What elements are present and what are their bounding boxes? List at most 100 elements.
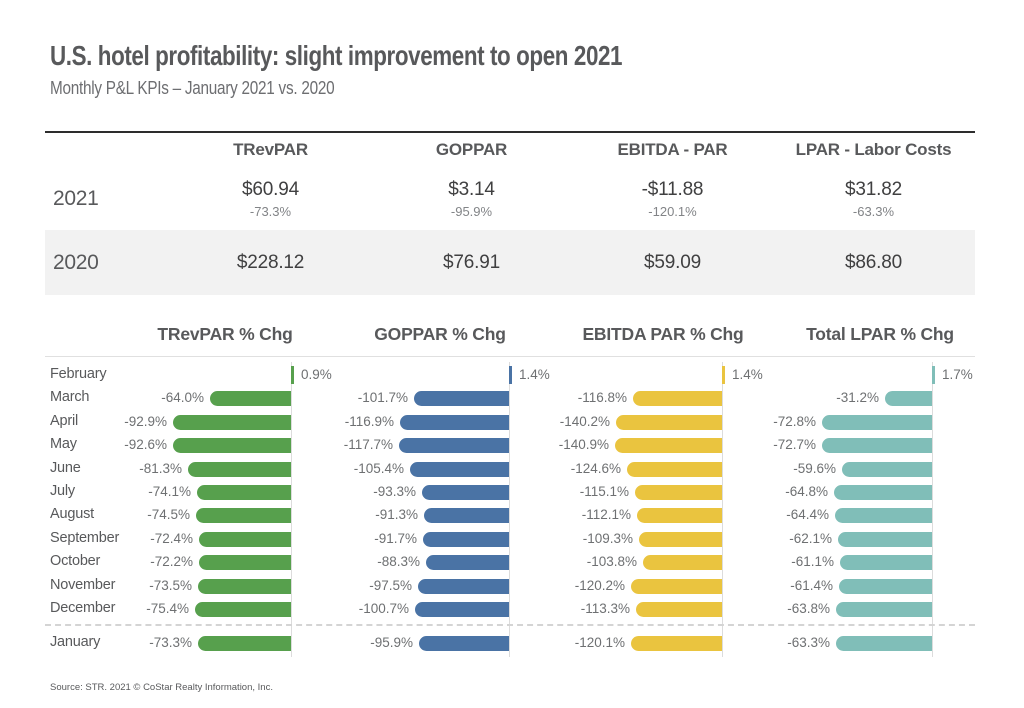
bar [414, 391, 509, 406]
year-separator-dotted-line [45, 624, 975, 626]
bar-value-label: -72.7% [773, 437, 816, 452]
kpi-value: $86.80 [845, 251, 902, 273]
kpi-header-empty [45, 133, 170, 167]
bar [637, 508, 722, 523]
bar-value-label: -74.5% [147, 507, 190, 522]
bar [419, 636, 509, 651]
bar [410, 462, 509, 477]
bar [842, 462, 932, 477]
bar [195, 602, 291, 617]
source-note: Source: STR. 2021 © CoStar Realty Inform… [50, 682, 273, 693]
bar-value-label: -72.8% [773, 414, 816, 429]
bar-value-label: -112.1% [581, 507, 631, 522]
kpi-table: TRevPAR GOPPAR EBITDA - PAR LPAR - Labor… [45, 131, 975, 295]
bar-value-label: -120.2% [574, 578, 625, 593]
row-label-2020: 2020 [53, 250, 99, 274]
kpi-cell: -$11.88 -120.1% [572, 167, 773, 230]
bar-value-label: -88.3% [377, 554, 420, 569]
bar [839, 579, 932, 594]
bar-value-label: -124.6% [570, 461, 621, 476]
bar [885, 391, 932, 406]
bar-value-label: -63.8% [787, 601, 830, 616]
bar-value-label: -116.8% [577, 390, 627, 405]
bar-value-label: -92.9% [124, 414, 167, 429]
chart-title-goppar: GOPPAR % Chg [374, 324, 506, 344]
bar [415, 602, 509, 617]
zero-axis-line [932, 362, 933, 657]
bar [639, 532, 722, 547]
kpi-value: -$11.88 [641, 178, 704, 200]
bar-value-label: -61.4% [790, 578, 833, 593]
bar [426, 555, 509, 570]
bar-value-label: -101.7% [357, 390, 408, 405]
bar [631, 636, 722, 651]
bar [199, 555, 291, 570]
chart-top-rule [45, 356, 975, 357]
bar [822, 415, 932, 430]
bar [188, 462, 291, 477]
bar-value-label: -64.8% [785, 484, 828, 499]
bar [400, 415, 509, 430]
month-label: December [50, 600, 116, 616]
bar [418, 579, 509, 594]
month-label: March [50, 389, 90, 406]
page-subtitle: Monthly P&L KPIs – January 2021 vs. 2020 [50, 78, 335, 98]
bar-value-label: -64.4% [786, 507, 829, 522]
bar-value-label: -73.5% [149, 578, 192, 593]
kpi-cell: $60.94 -73.3% [170, 167, 371, 230]
kpi-change: -63.3% [852, 203, 895, 219]
bar-value-label: 1.4% [519, 367, 550, 382]
bar-value-label: -113.3% [580, 601, 630, 616]
bar-value-label: -64.0% [161, 390, 204, 405]
bar-value-label: -100.7% [358, 601, 409, 616]
bar [210, 391, 291, 406]
month-label: February [50, 366, 107, 382]
bar [199, 532, 291, 547]
bar [835, 508, 932, 523]
bar [198, 579, 291, 594]
bar [834, 485, 932, 500]
kpi-row-2020: 2020 $228.12 $76.91 $59.09 $86.80 [45, 230, 975, 295]
bar [643, 555, 722, 570]
chart-title-trevpar: TRevPAR % Chg [157, 324, 293, 344]
bar [631, 579, 722, 594]
kpi-value: $59.09 [644, 251, 701, 273]
bar [616, 415, 722, 430]
zero-axis-line [722, 362, 723, 657]
bar-value-label: -95.9% [370, 635, 413, 650]
bar [635, 485, 722, 500]
kpi-value: $3.14 [448, 178, 495, 200]
page-title: U.S. hotel profitability: slight improve… [50, 40, 623, 71]
bar-value-label: -103.8% [586, 554, 637, 569]
kpi-change: -73.3% [249, 203, 292, 219]
bar [840, 555, 932, 570]
bar-charts: TRevPAR % Chg GOPPAR % Chg EBITDA PAR % … [0, 318, 1024, 662]
bar [422, 485, 509, 500]
kpi-value: $31.82 [845, 178, 902, 200]
bar [509, 366, 512, 384]
kpi-table-header-row: TRevPAR GOPPAR EBITDA - PAR LPAR - Labor… [45, 133, 975, 167]
kpi-change: -120.1% [648, 203, 697, 219]
bar-value-label: -59.6% [793, 461, 836, 476]
bar-value-label: -140.2% [559, 414, 610, 429]
bar-value-label: -117.7% [343, 437, 393, 452]
bar-value-label: -140.9% [558, 437, 609, 452]
kpi-value: $76.91 [443, 251, 500, 273]
bar [633, 391, 722, 406]
bar-value-label: -93.3% [373, 484, 416, 499]
month-label: September [50, 529, 120, 546]
bar [399, 438, 509, 453]
month-label: June [50, 459, 81, 476]
bar-value-label: -91.3% [375, 507, 418, 522]
zero-axis-line [509, 362, 510, 657]
bar [822, 438, 932, 453]
bar [197, 485, 291, 500]
bar-value-label: -74.1% [148, 484, 191, 499]
bar-value-label: -75.4% [146, 601, 189, 616]
bar [424, 508, 509, 523]
bar-value-label: -115.1% [579, 484, 629, 499]
kpi-header-ebitda-par: EBITDA - PAR [617, 140, 728, 159]
bar-value-label: -63.3% [787, 635, 830, 650]
bar-value-label: -72.2% [150, 554, 193, 569]
month-label: November [50, 576, 116, 593]
